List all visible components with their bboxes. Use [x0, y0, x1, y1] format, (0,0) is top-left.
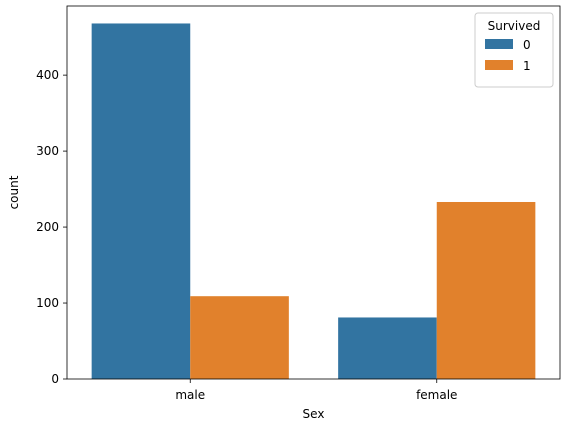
x-axis-label: Sex	[303, 407, 325, 421]
legend-swatch-0	[485, 39, 513, 49]
y-axis-label: count	[7, 175, 21, 209]
y-tick-label: 200	[36, 220, 59, 234]
bar-male-survived-0	[91, 23, 191, 380]
legend-title: Survived	[488, 19, 541, 33]
legend: Survived 01	[474, 12, 554, 88]
y-tick-label: 100	[36, 296, 59, 310]
legend-swatch-1	[485, 60, 513, 70]
y-tick-label: 400	[36, 68, 59, 82]
bar-male-survived-1	[190, 296, 289, 379]
legend-entries: 01	[485, 38, 531, 73]
y-tick-label: 0	[51, 372, 59, 386]
x-axis-ticks: male female	[175, 379, 457, 402]
y-tick-label: 300	[36, 144, 59, 158]
x-tick-label: female	[416, 388, 457, 402]
bar-female-survived-1	[436, 201, 536, 379]
legend-label-0: 0	[523, 38, 531, 52]
bar-female-survived-0	[338, 317, 437, 379]
y-axis-ticks: 0 100 200 300 400	[36, 68, 67, 386]
legend-label-1: 1	[523, 59, 531, 73]
x-tick-label: male	[175, 388, 205, 402]
bars-layer	[91, 23, 536, 380]
plot-frame	[66, 5, 561, 380]
